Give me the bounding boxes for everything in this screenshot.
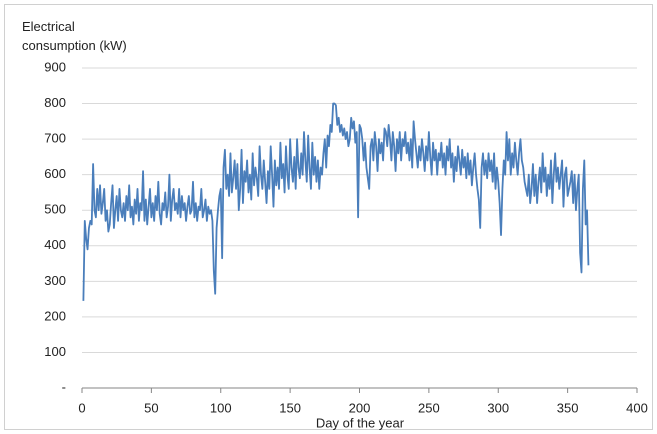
y-tick-label: 900 xyxy=(44,59,66,74)
x-tick-label: 350 xyxy=(557,400,579,415)
y-tick-label: 600 xyxy=(44,166,66,181)
x-tick-label: 150 xyxy=(279,400,301,415)
y-tick-label: 300 xyxy=(44,273,66,288)
chart-border xyxy=(4,4,653,430)
x-tick-label: 100 xyxy=(210,400,232,415)
y-tick-label: - xyxy=(62,379,66,394)
x-tick-label: 400 xyxy=(626,400,648,415)
x-tick-label: 250 xyxy=(418,400,440,415)
x-tick-label: 0 xyxy=(78,400,85,415)
x-tick-label: 300 xyxy=(487,400,509,415)
y-tick-label: 500 xyxy=(44,202,66,217)
x-tick-label: 200 xyxy=(349,400,371,415)
x-tick-label: 50 xyxy=(144,400,158,415)
y-tick-label: 700 xyxy=(44,131,66,146)
y-tick-label: 200 xyxy=(44,308,66,323)
y-tick-label: 800 xyxy=(44,95,66,110)
data-line xyxy=(82,102,590,301)
x-axis-label: Day of the year xyxy=(316,415,405,430)
y-axis-label: Electrical consumption (kW) xyxy=(22,19,127,53)
y-tick-label: 400 xyxy=(44,237,66,252)
y-tick-label: 100 xyxy=(44,344,66,359)
